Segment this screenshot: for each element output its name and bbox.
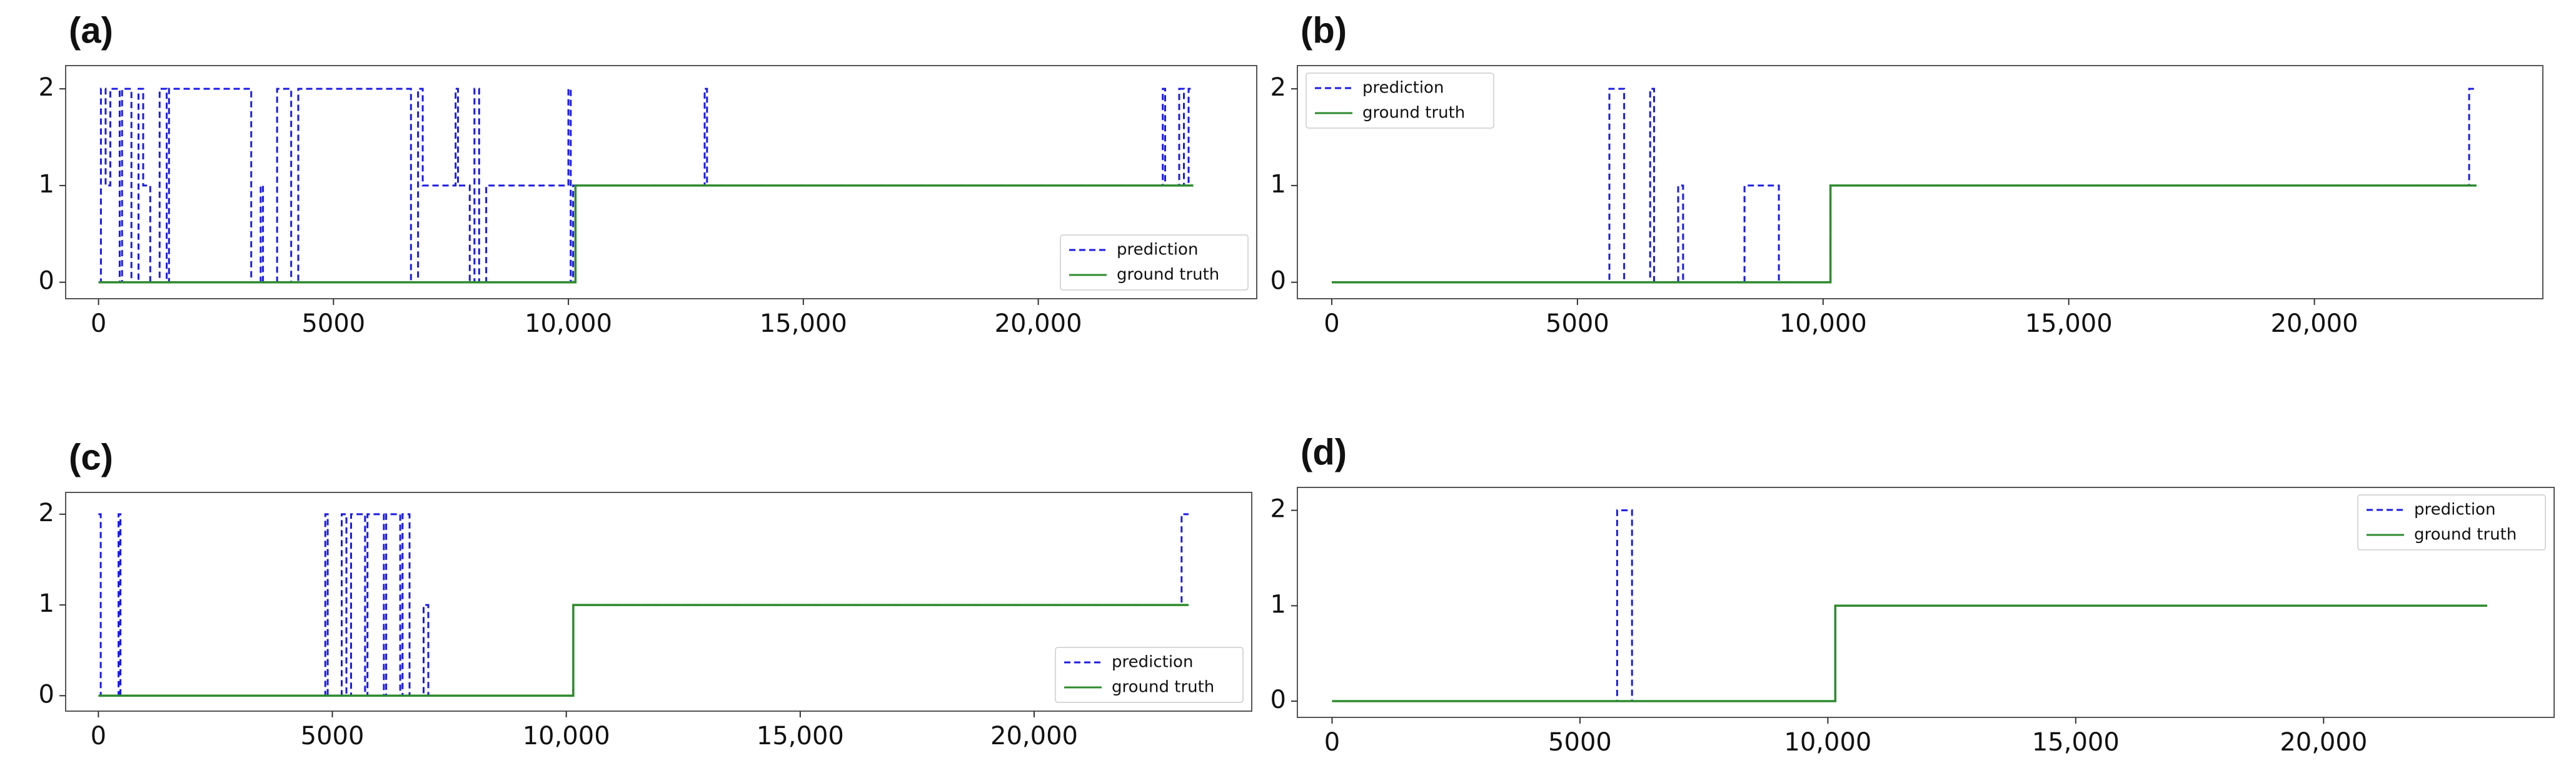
y-tick-label: 2	[1270, 495, 1286, 524]
y-tick-label: 2	[39, 73, 54, 102]
x-tick-label: 15,000	[757, 722, 844, 751]
x-tick-label: 0	[91, 309, 106, 338]
x-tick-label: 5000	[301, 309, 365, 338]
series-line	[1332, 184, 2477, 284]
panel-label: (c)	[69, 437, 113, 477]
y-tick-label: 0	[1270, 686, 1286, 714]
legend-label: ground truth	[1362, 104, 1465, 122]
panel: (b) 0 5000 10,000 15,000 20,000 0 1 2 prediction g…	[1270, 10, 2543, 338]
y-tick-label: 0	[39, 680, 54, 709]
legend-label: prediction	[1112, 653, 1193, 672]
x-tick-label: 10,000	[525, 309, 612, 338]
x-tick-label: 20,000	[990, 722, 1078, 751]
legend-box	[1055, 647, 1244, 703]
series-line	[98, 604, 1189, 697]
panel: (c) 0 5000 10,000 15,000 20,000 0 1 2 prediction g…	[39, 437, 1252, 751]
legend-label: ground truth	[1117, 266, 1219, 284]
series-line	[1332, 87, 2477, 284]
panel: (d) 0 5000 10,000 15,000 20,000 0 1 2 prediction g…	[1270, 432, 2555, 757]
legend-label: ground truth	[1112, 678, 1214, 697]
x-tick-label: 5000	[1546, 309, 1609, 338]
y-tick-label: 1	[39, 589, 54, 618]
panel-label: (a)	[69, 10, 113, 51]
x-tick-label: 20,000	[2280, 728, 2367, 757]
x-tick-label: 10,000	[1784, 728, 1871, 757]
legend-label: prediction	[1117, 241, 1198, 259]
x-tick-label: 20,000	[2271, 309, 2358, 338]
x-tick-label: 15,000	[2032, 728, 2120, 757]
x-tick-label: 0	[1324, 309, 1339, 338]
series-line	[98, 513, 1189, 697]
x-tick-label: 0	[91, 722, 106, 751]
x-tick-label: 0	[1324, 728, 1340, 757]
x-tick-label: 15,000	[2025, 309, 2113, 338]
plot-frame	[65, 492, 1252, 712]
series-line	[98, 184, 1194, 284]
y-tick-label: 1	[1270, 170, 1286, 199]
panel-label: (d)	[1301, 432, 1347, 472]
legend-box	[2357, 494, 2546, 551]
panel: (a) 0 5000 10,000 15,000 20,000 0 1 2 prediction g…	[39, 10, 1257, 338]
x-tick-label: 10,000	[523, 722, 610, 751]
y-tick-label: 0	[39, 267, 54, 296]
x-tick-label: 20,000	[995, 309, 1082, 338]
plot-frame	[65, 65, 1257, 299]
y-tick-label: 1	[1270, 590, 1286, 619]
series-line	[1332, 604, 2487, 702]
plot-frame	[1297, 487, 2555, 718]
legend-box	[1060, 234, 1249, 291]
y-tick-label: 1	[39, 170, 54, 199]
x-tick-label: 5000	[1548, 728, 1612, 757]
legend-label: prediction	[2414, 501, 2495, 519]
x-tick-label: 15,000	[760, 309, 847, 338]
legend-box	[1306, 72, 1494, 129]
plot-frame	[1297, 65, 2543, 299]
legend-label: ground truth	[2414, 526, 2517, 544]
x-tick-label: 10,000	[1779, 309, 1867, 338]
x-tick-label: 5000	[301, 722, 365, 751]
y-tick-label: 0	[1270, 267, 1286, 296]
panel-label: (b)	[1301, 10, 1347, 51]
y-tick-label: 2	[1270, 73, 1286, 102]
y-tick-label: 2	[39, 499, 54, 527]
legend-label: prediction	[1362, 79, 1444, 97]
